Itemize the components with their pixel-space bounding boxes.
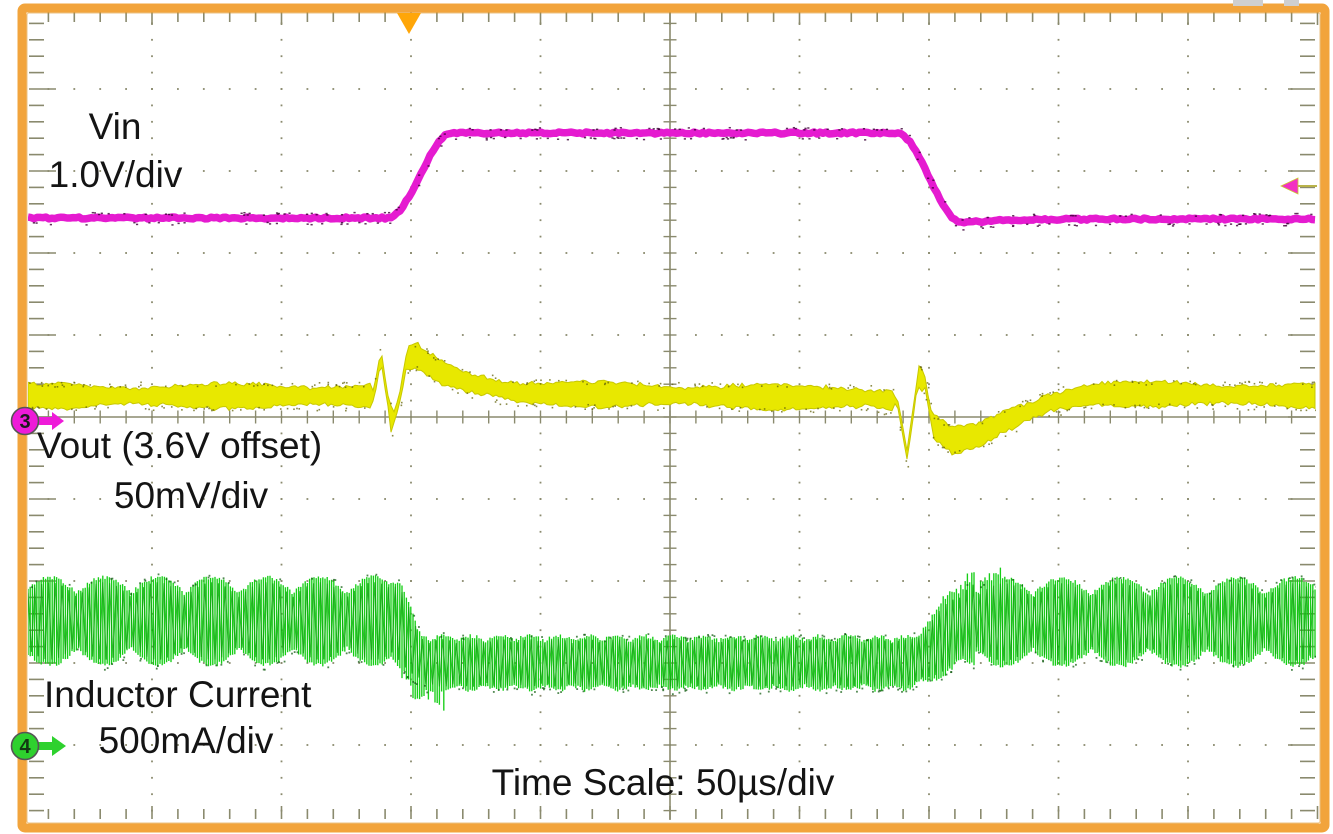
trace-inductor-current <box>28 567 1316 711</box>
trace-vout <box>28 341 1316 468</box>
channel3-marker: 3 <box>10 406 64 436</box>
vin-scale-label: 1.0V/div <box>48 154 183 195</box>
vin-label: Vin <box>88 106 142 147</box>
trigger-marker-icon <box>397 13 421 34</box>
channel4-marker: 4 <box>10 731 66 761</box>
trace-vin <box>28 126 1316 231</box>
svg-text:3: 3 <box>19 411 30 433</box>
vout-label: Vout (3.6V offset) <box>37 425 323 466</box>
inductor-scale-label: 500mA/div <box>98 720 274 761</box>
svg-text:4: 4 <box>19 736 31 758</box>
time-scale-label: Time Scale: 50µs/div <box>491 762 835 803</box>
vout-scale-label: 50mV/div <box>113 475 269 516</box>
window-chrome-fragment-0 <box>1233 0 1263 6</box>
inductor-current-label: Inductor Current <box>44 674 312 715</box>
window-chrome-fragment-1 <box>1284 0 1299 6</box>
grid-dots <box>47 22 1293 812</box>
trigger-level-arrow-icon <box>1280 177 1317 195</box>
